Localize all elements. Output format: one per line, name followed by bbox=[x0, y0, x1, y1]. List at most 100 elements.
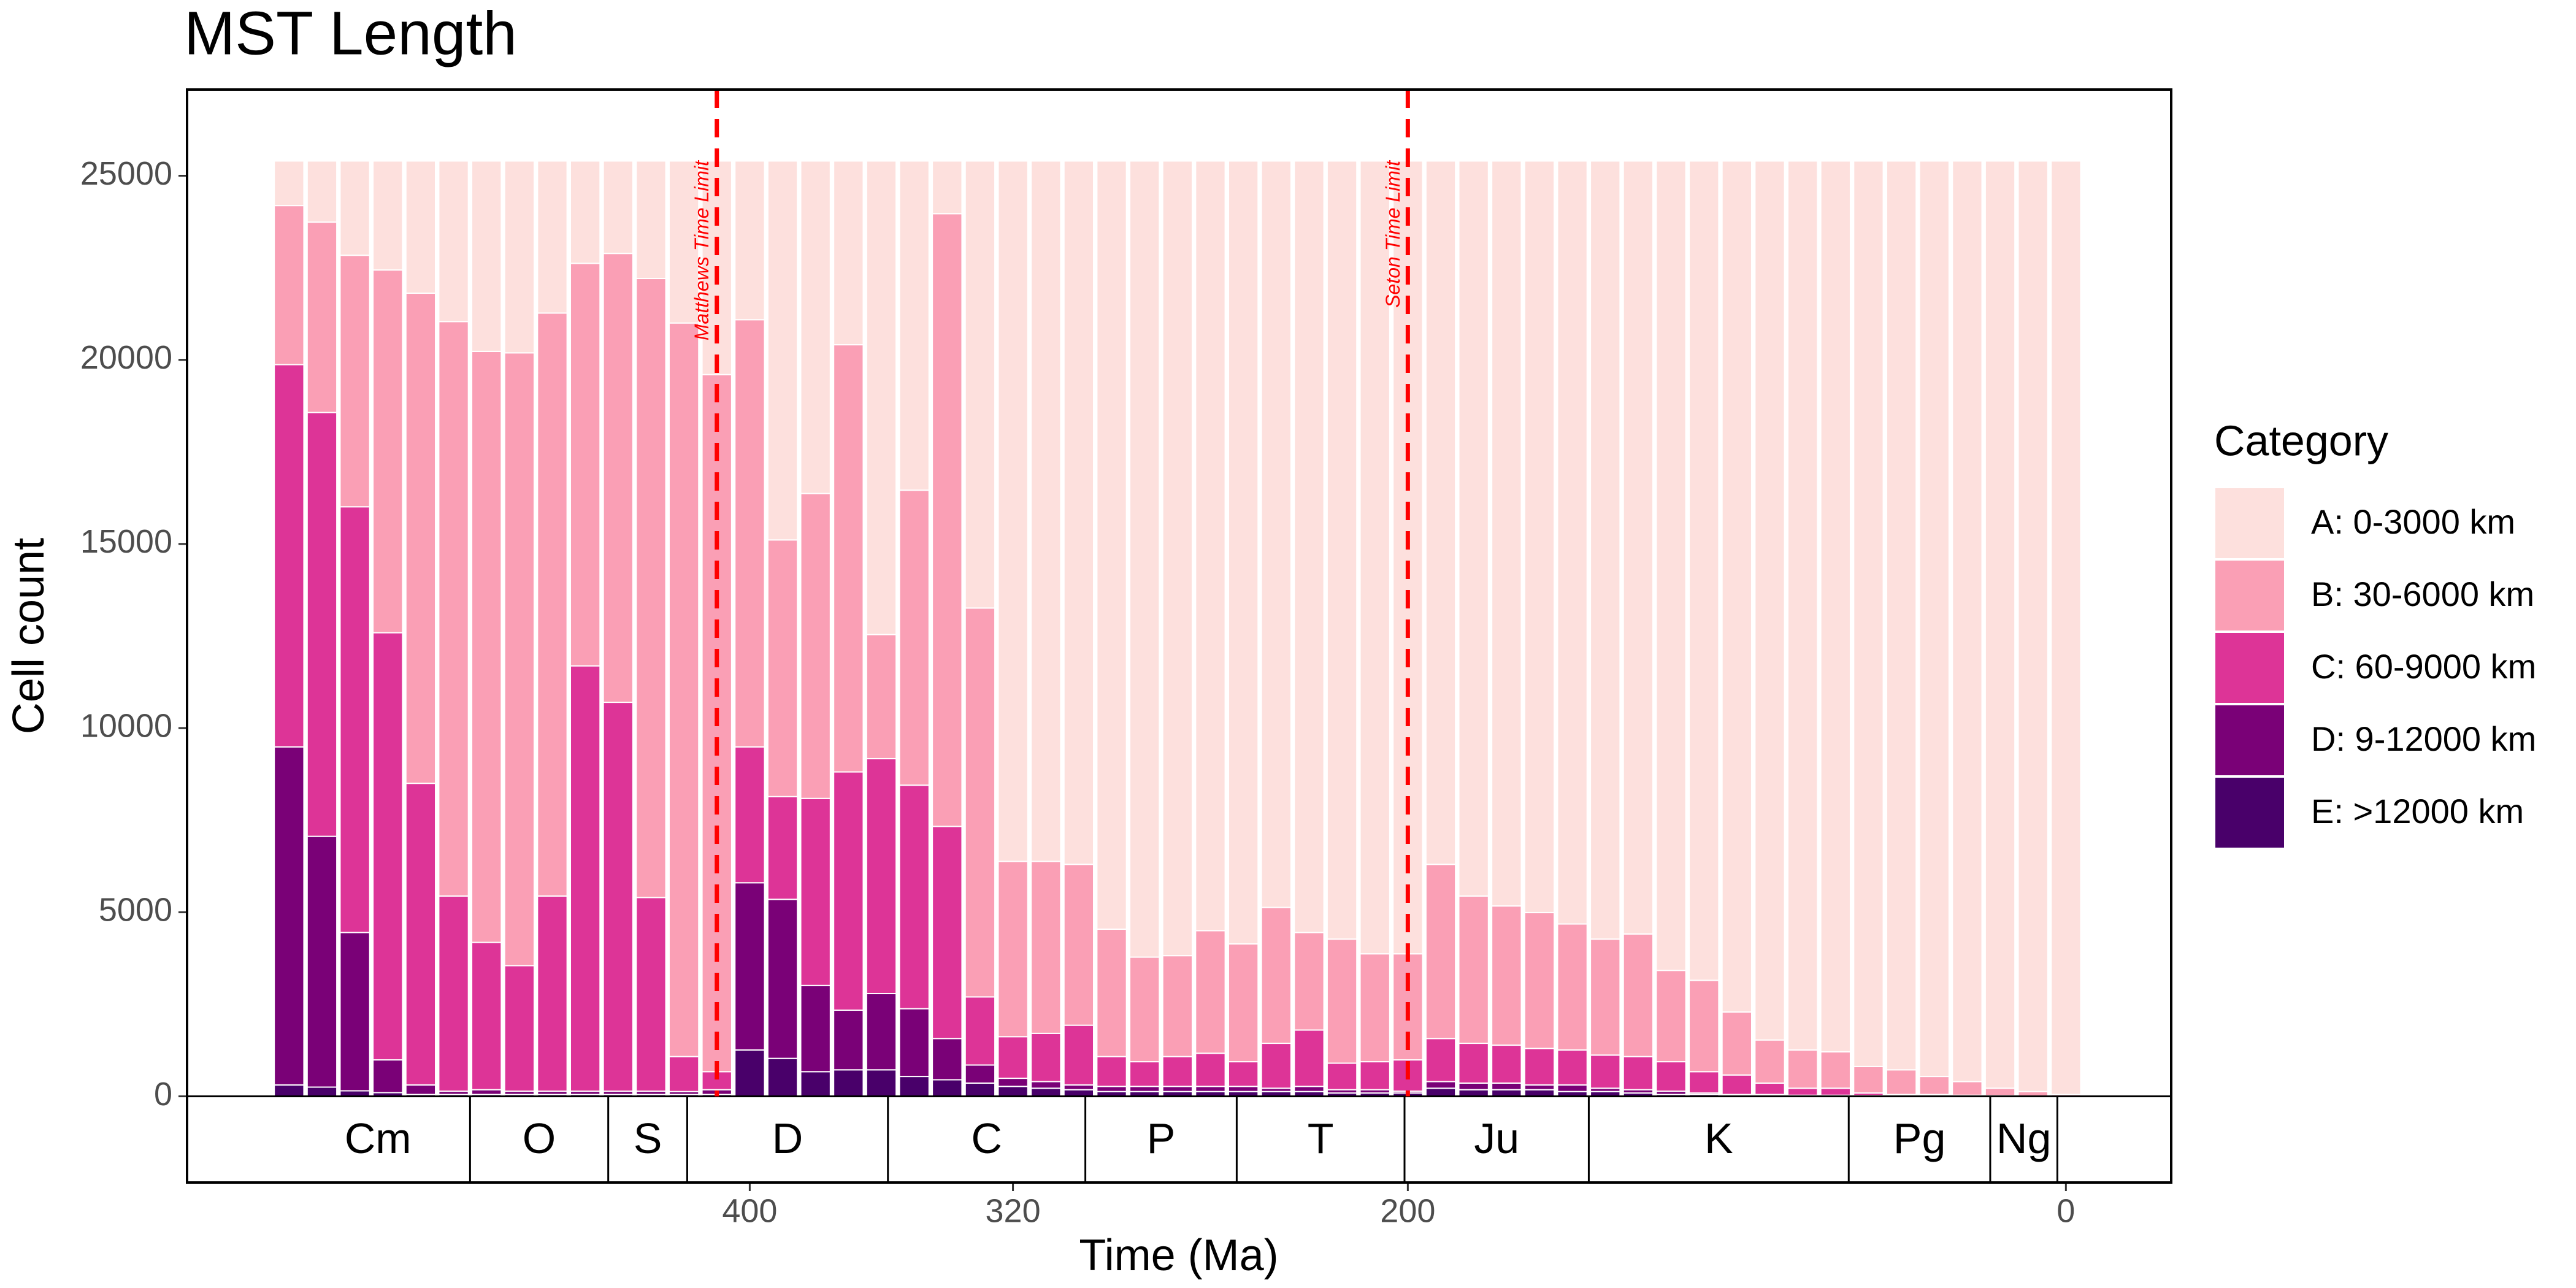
bar-segment bbox=[1952, 160, 1983, 1083]
bar-segment bbox=[899, 160, 930, 491]
bar-segment bbox=[1655, 1061, 1687, 1092]
bar-segment bbox=[865, 634, 897, 759]
bar-segment bbox=[1227, 1086, 1259, 1092]
bar-segment bbox=[438, 321, 469, 897]
bar-segment bbox=[405, 1084, 437, 1095]
legend-label: C: 60-9000 km bbox=[2311, 647, 2536, 686]
bar-segment bbox=[1260, 160, 1292, 908]
bar-segment bbox=[1590, 938, 1621, 1056]
chart-title: MST Length bbox=[184, 0, 517, 67]
bar-segment bbox=[833, 1010, 864, 1071]
bar-segment bbox=[1754, 160, 1785, 1041]
bar-segment bbox=[1919, 1076, 1950, 1095]
period-label: O bbox=[523, 1114, 556, 1162]
bar-segment bbox=[537, 160, 568, 314]
bar-segment bbox=[1063, 864, 1095, 1026]
bar-segment bbox=[800, 984, 831, 1073]
bar-segment bbox=[899, 489, 930, 786]
bar-segment bbox=[1162, 160, 1193, 957]
bar-segment bbox=[1162, 955, 1193, 1057]
bar-segment bbox=[932, 826, 963, 1040]
y-tick-label: 5000 bbox=[99, 892, 172, 929]
bar-segment bbox=[2017, 1091, 2049, 1097]
bar-segment bbox=[1458, 895, 1489, 1045]
y-tick-label: 15000 bbox=[80, 523, 172, 560]
bar-segment bbox=[767, 899, 799, 1059]
legend-label: E: >12000 km bbox=[2311, 792, 2524, 830]
bar-segment bbox=[1689, 1071, 1720, 1094]
bar-segment bbox=[1721, 160, 1752, 1013]
bar-segment bbox=[306, 221, 338, 413]
bar-segment bbox=[1030, 1032, 1062, 1083]
bar-segment bbox=[306, 1086, 338, 1097]
bar-segment bbox=[274, 1084, 305, 1097]
bar-segment bbox=[405, 293, 437, 784]
bar-segment bbox=[1063, 160, 1095, 865]
bar-segment bbox=[1392, 160, 1424, 955]
bar-segment bbox=[1754, 1082, 1785, 1095]
bar-segment bbox=[1721, 1074, 1752, 1095]
reference-label: Seton Time Limit bbox=[1382, 160, 1404, 308]
bar-segment bbox=[274, 160, 305, 207]
bar-segment bbox=[833, 344, 864, 773]
bar-segment bbox=[734, 746, 765, 884]
bar-segment bbox=[1689, 160, 1720, 981]
bar-segment bbox=[339, 932, 370, 1092]
bar-segment bbox=[668, 1056, 700, 1092]
bar-segment bbox=[1590, 1054, 1621, 1089]
bar-segment bbox=[964, 607, 996, 998]
bar-segment bbox=[274, 364, 305, 748]
bar-segment bbox=[1425, 1038, 1457, 1083]
bar-segment bbox=[306, 835, 338, 1088]
bar-segment bbox=[1129, 1061, 1160, 1087]
bar-segment bbox=[899, 1008, 930, 1078]
bar-segment bbox=[997, 1036, 1029, 1079]
bar-segment bbox=[1030, 861, 1062, 1034]
bar-segment bbox=[932, 1038, 963, 1081]
legend-title: Category bbox=[2214, 416, 2388, 464]
bar-segment bbox=[1326, 938, 1358, 1064]
bar-segment bbox=[767, 1057, 799, 1097]
bar-segment bbox=[471, 941, 502, 1091]
bar-segment bbox=[833, 160, 864, 346]
bar-segment bbox=[865, 757, 897, 994]
bar-segment bbox=[1162, 1086, 1193, 1092]
bar-segment bbox=[1721, 1011, 1752, 1076]
legend-key bbox=[2213, 486, 2287, 561]
period-label: C bbox=[971, 1114, 1002, 1162]
period-label: Pg bbox=[1893, 1114, 1946, 1162]
bar-segment bbox=[1622, 933, 1654, 1057]
bar-segment bbox=[734, 882, 765, 1051]
bar-segment bbox=[1359, 160, 1390, 955]
bar-segment bbox=[800, 493, 831, 799]
bar-segment bbox=[1195, 1052, 1226, 1087]
bar-segment bbox=[504, 352, 535, 967]
bar-segment bbox=[602, 160, 634, 255]
bar-segment bbox=[1030, 1081, 1062, 1089]
legend-key bbox=[2213, 558, 2287, 633]
period-label: P bbox=[1147, 1114, 1176, 1162]
bar-segment bbox=[1557, 1049, 1588, 1086]
bar-segment bbox=[1425, 1081, 1457, 1089]
bar-segment bbox=[274, 205, 305, 366]
bar-segment bbox=[734, 319, 765, 748]
bar-segment bbox=[668, 322, 700, 1057]
bar-segment bbox=[339, 160, 370, 256]
period-label: Cm bbox=[345, 1114, 412, 1162]
bar-segment bbox=[1491, 905, 1522, 1046]
bar-segment bbox=[1524, 1084, 1555, 1091]
bar-segment bbox=[372, 160, 404, 271]
bar-segment bbox=[1491, 160, 1522, 907]
bar-segment bbox=[1129, 1086, 1160, 1092]
bar-segment bbox=[767, 160, 799, 541]
bar-segment bbox=[504, 965, 535, 1092]
bar-segment bbox=[306, 412, 338, 837]
bar-segment bbox=[1885, 160, 1917, 1071]
bar-segment bbox=[800, 1071, 831, 1097]
bar-segment bbox=[635, 897, 667, 1092]
x-tick-label: 320 bbox=[986, 1192, 1041, 1229]
bar-segment bbox=[471, 160, 502, 352]
bar-segment bbox=[1984, 1087, 2016, 1097]
bar-segment bbox=[471, 350, 502, 943]
bar-segment bbox=[1063, 1024, 1095, 1086]
